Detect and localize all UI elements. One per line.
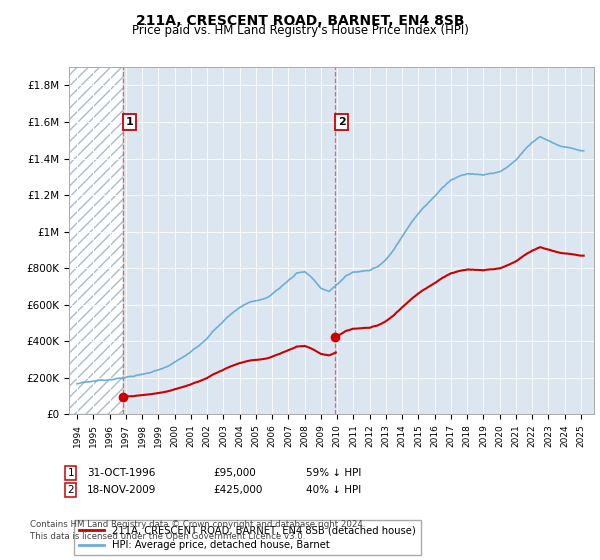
- Text: 40% ↓ HPI: 40% ↓ HPI: [306, 485, 361, 495]
- Text: £95,000: £95,000: [213, 468, 256, 478]
- Bar: [69, 67, 123, 414]
- Text: 211A, CRESCENT ROAD, BARNET, EN4 8SB: 211A, CRESCENT ROAD, BARNET, EN4 8SB: [136, 14, 464, 28]
- Text: 1: 1: [67, 468, 74, 478]
- Text: 1: 1: [126, 117, 134, 127]
- Legend: 211A, CRESCENT ROAD, BARNET, EN4 8SB (detached house), HPI: Average price, detac: 211A, CRESCENT ROAD, BARNET, EN4 8SB (de…: [74, 520, 421, 555]
- Text: This data is licensed under the Open Government Licence v3.0.: This data is licensed under the Open Gov…: [30, 532, 305, 541]
- Text: 31-OCT-1996: 31-OCT-1996: [87, 468, 155, 478]
- Text: 2: 2: [338, 117, 346, 127]
- Text: Contains HM Land Registry data © Crown copyright and database right 2024.: Contains HM Land Registry data © Crown c…: [30, 520, 365, 529]
- Text: £425,000: £425,000: [213, 485, 262, 495]
- Text: 18-NOV-2009: 18-NOV-2009: [87, 485, 157, 495]
- Text: 59% ↓ HPI: 59% ↓ HPI: [306, 468, 361, 478]
- Text: 2: 2: [67, 485, 74, 495]
- Text: Price paid vs. HM Land Registry's House Price Index (HPI): Price paid vs. HM Land Registry's House …: [131, 24, 469, 37]
